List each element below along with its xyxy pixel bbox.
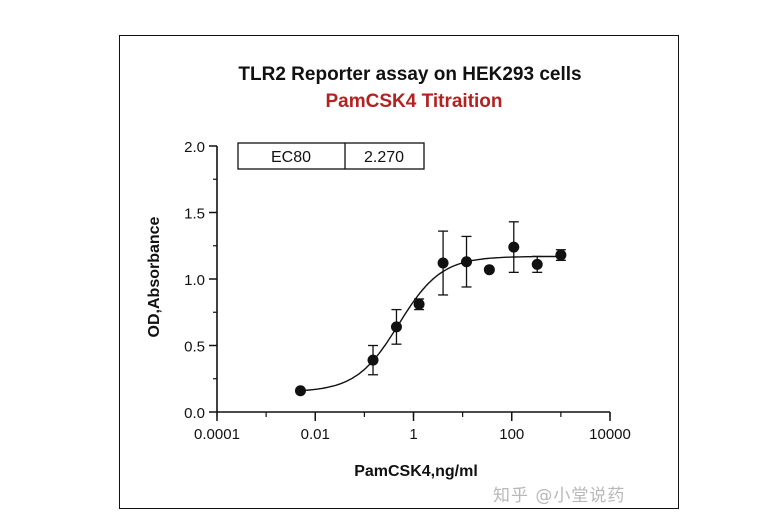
watermark: 知乎 @小堂说药 <box>493 486 626 506</box>
ec80-value: 2.270 <box>364 149 404 166</box>
y-tick-label: 1.5 <box>184 206 205 223</box>
data-point <box>531 258 543 270</box>
y-tick-label: 2.0 <box>184 139 205 156</box>
y-tick-label: 0.5 <box>184 339 205 356</box>
x-tick-label: 0.0001 <box>194 426 240 443</box>
data-point <box>367 354 379 366</box>
x-tick-label: 10000 <box>589 426 631 443</box>
chart-plot: TLR2 Reporter assay on HEK293 cells PamC… <box>146 64 631 480</box>
fit-curve <box>300 255 561 392</box>
x-tick-label: 100 <box>499 426 524 443</box>
data-point <box>390 321 402 333</box>
chart-subtitle: PamCSK4 Titraition <box>325 91 502 112</box>
x-tick-label: 0.01 <box>301 426 330 443</box>
data-point <box>413 298 425 310</box>
ec80-box: EC80 2.270 <box>237 142 425 170</box>
ec80-label: EC80 <box>271 149 311 166</box>
chart-title: TLR2 Reporter assay on HEK293 cells <box>238 64 581 85</box>
y-axis-label: OD,Absorbance <box>146 216 163 337</box>
data-point <box>437 257 449 269</box>
data-points <box>294 221 567 397</box>
y-tick-label: 0.0 <box>184 405 205 422</box>
data-point <box>461 256 473 268</box>
data-point <box>555 249 567 261</box>
chart-frame: TLR2 Reporter assay on HEK293 cells PamC… <box>119 35 679 509</box>
y-tick-label: 1.0 <box>184 272 205 289</box>
data-point <box>483 264 495 276</box>
axes: 0.0 0.5 1.0 1.5 2.0 0.0001 0.01 1 100 10000 <box>184 139 631 443</box>
data-point <box>294 385 306 397</box>
x-tick-label: 1 <box>409 426 417 443</box>
x-axis-label: PamCSK4,ng/ml <box>354 463 478 480</box>
data-point <box>508 241 520 253</box>
